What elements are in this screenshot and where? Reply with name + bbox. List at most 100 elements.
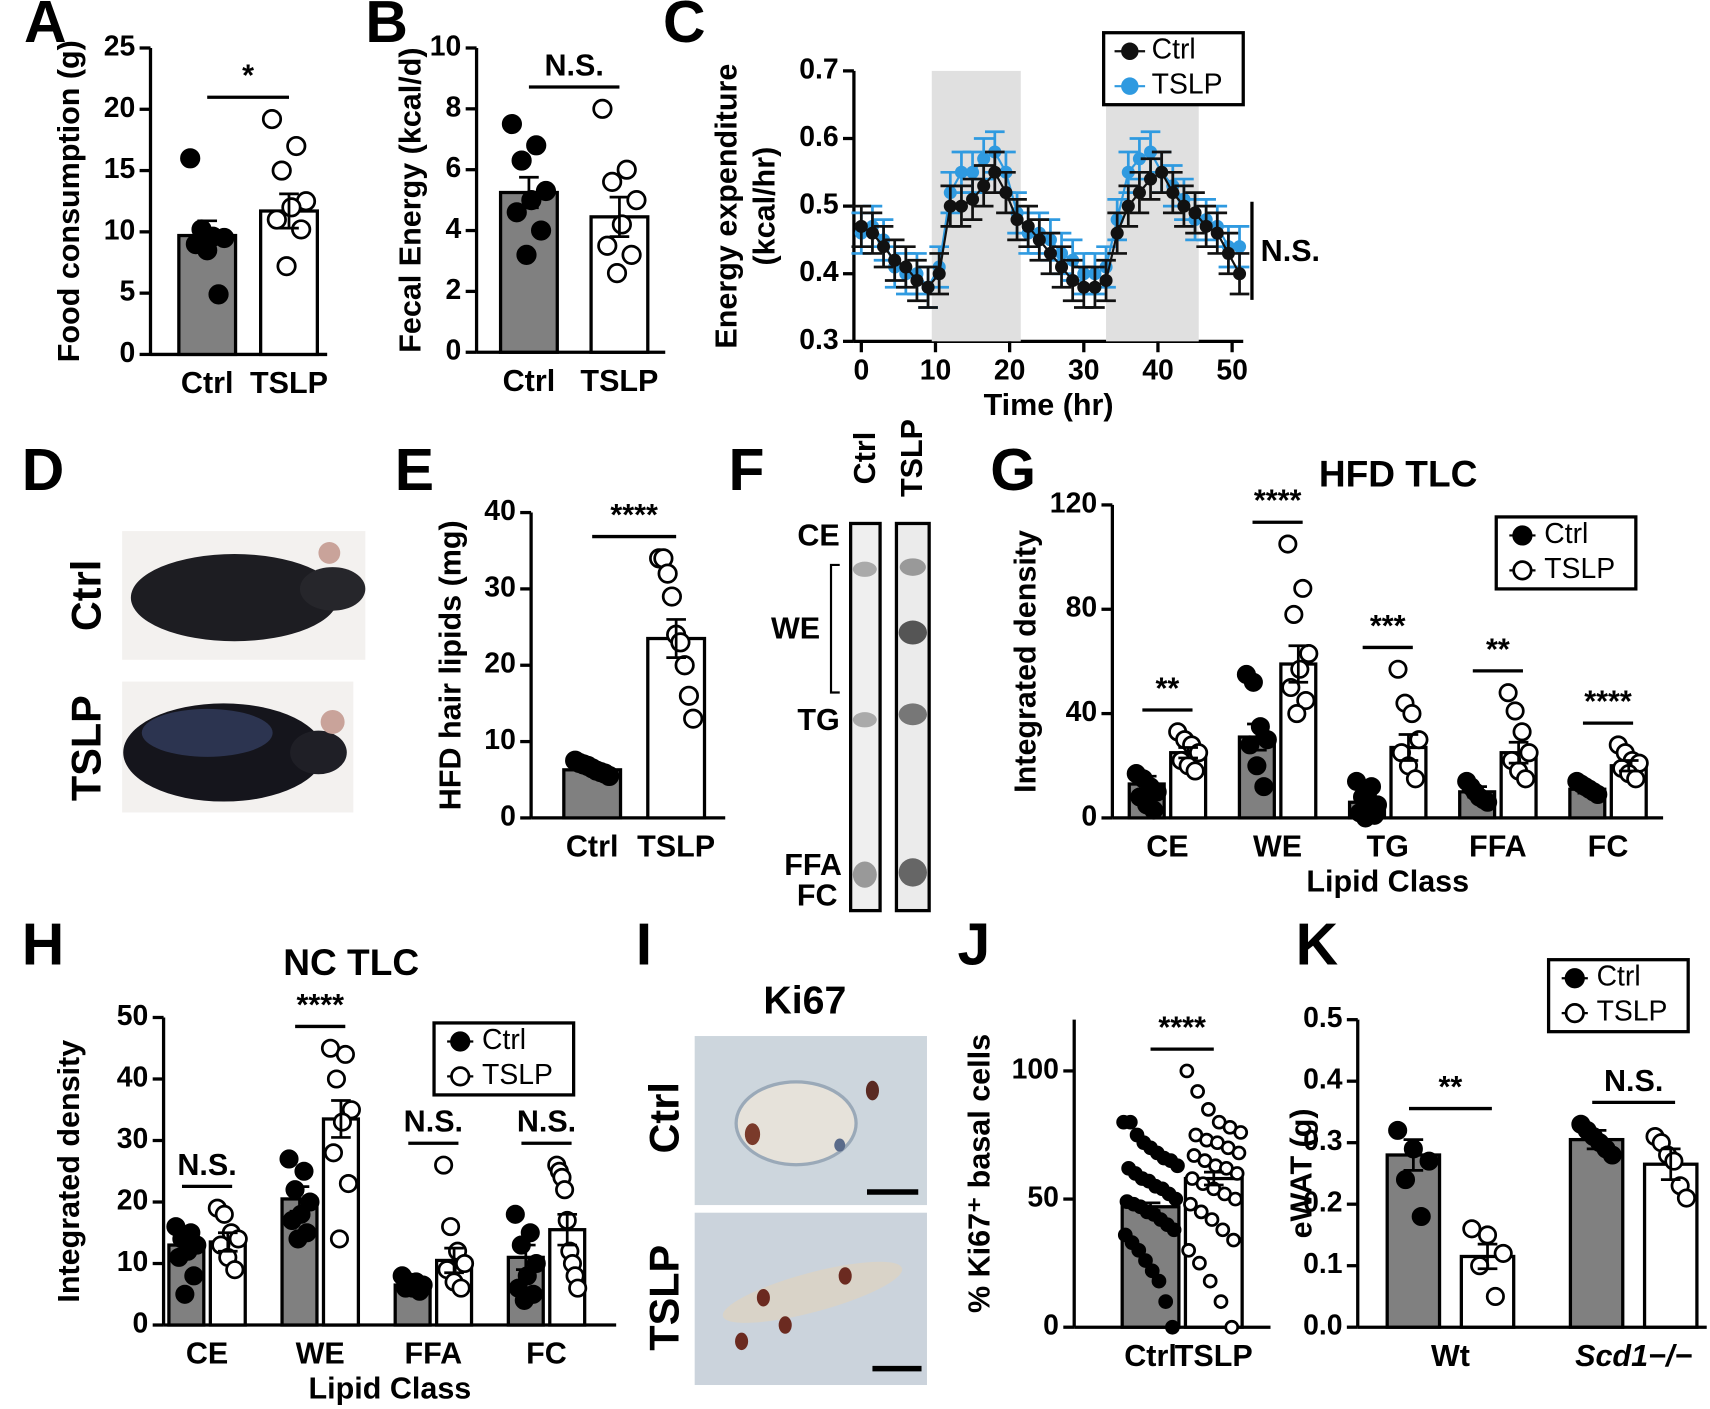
data-point (1231, 1145, 1247, 1161)
data-point (599, 765, 620, 787)
data-point (1179, 1063, 1195, 1079)
data-point (1168, 1191, 1184, 1207)
data-point (602, 171, 623, 192)
x-axis-label: Time (hr) (984, 388, 1114, 422)
data-point (261, 108, 283, 130)
data-point (225, 1260, 245, 1280)
data-point (214, 1204, 234, 1224)
error-bar (557, 1212, 578, 1247)
data-point (1355, 808, 1376, 828)
y-axis-label: Integrated density (1008, 530, 1042, 793)
panel-letter: E (395, 438, 434, 503)
y-tick-label: 0.5 (799, 189, 838, 221)
bar (1568, 1137, 1625, 1329)
data-point (276, 256, 297, 277)
lane-label: TSLP (895, 419, 929, 497)
data-point (1477, 1225, 1498, 1245)
data-point (530, 220, 552, 241)
data-point (1202, 1273, 1218, 1289)
y-tick-label: 10 (104, 214, 136, 246)
significance-label: ** (1439, 1070, 1463, 1104)
mouse-fur (141, 708, 273, 757)
mouse-photos: Ctrl TSLP (62, 531, 366, 813)
x-tick-label: TSLP (250, 366, 328, 400)
data-point (1132, 186, 1146, 200)
x-tick-label: TSLP (637, 830, 715, 864)
y-tick-label: 0 (1081, 800, 1097, 832)
tlc-band (852, 712, 877, 728)
significance-label: N.S. (517, 1105, 576, 1139)
data-point (169, 1247, 189, 1267)
data-point (1043, 246, 1057, 260)
data-point (1247, 756, 1267, 776)
data-point (1143, 145, 1158, 159)
data-point (1177, 199, 1191, 213)
data-point (1227, 1191, 1243, 1207)
data-point (910, 273, 924, 288)
legend-marker (450, 1031, 471, 1052)
data-point (1121, 165, 1135, 179)
data-point (1010, 213, 1024, 227)
data-point (1290, 659, 1310, 679)
image-label: Ctrl (640, 1082, 687, 1153)
y-tick-label: 10 (117, 1246, 149, 1278)
data-point (506, 202, 527, 223)
y-tick-label: 2 (446, 274, 462, 306)
data-point (1419, 1151, 1439, 1171)
panel-letter: J (958, 912, 991, 977)
stained-nucleus (838, 1267, 852, 1285)
data-point (338, 1174, 358, 1194)
data-point (514, 1290, 534, 1310)
data-point (1166, 1222, 1182, 1238)
photo-label: TSLP (62, 695, 109, 801)
y-tick-label: 80 (1066, 592, 1098, 624)
y-axis-label: Food consumption (g) (52, 40, 86, 362)
y-tick-label: 40 (1066, 696, 1098, 728)
significance-label: N.S. (545, 48, 604, 82)
data-point (606, 263, 628, 284)
data-point (1165, 1319, 1180, 1335)
y-tick-label: 0 (133, 1308, 149, 1340)
data-point (288, 1229, 308, 1249)
data-point (1254, 777, 1274, 797)
data-point (184, 1266, 204, 1286)
data-point (597, 235, 618, 256)
error-bar (217, 1231, 238, 1253)
error-bar (666, 618, 686, 659)
data-point (1498, 683, 1518, 703)
data-point (1138, 1253, 1153, 1268)
band-label: CE (797, 519, 839, 553)
data-point (434, 1155, 454, 1175)
data-point (326, 1069, 346, 1089)
data-point (954, 165, 968, 179)
data-point (1188, 206, 1202, 220)
y-tick-label: 50 (1027, 1182, 1059, 1214)
legend-marker (1512, 560, 1533, 581)
legend-label: TSLP (1152, 69, 1223, 101)
lane-label: Ctrl (848, 432, 882, 485)
x-tick-label: TSLP (580, 364, 658, 398)
data-point (214, 227, 235, 249)
data-point (616, 159, 637, 180)
error-bar (519, 175, 539, 210)
legend-label: Ctrl (482, 1024, 526, 1056)
error-bar (1140, 1201, 1161, 1212)
y-tick-label: 6 (446, 152, 462, 184)
data-point (899, 260, 913, 274)
y-axis-label: eWAT (g) (1284, 1108, 1318, 1238)
tlc-band (898, 703, 927, 726)
data-point (670, 632, 691, 653)
data-point (568, 1278, 588, 1298)
data-point (294, 1161, 314, 1181)
x-tick-label: 30 (1068, 354, 1100, 386)
y-tick-label: 8 (446, 91, 462, 123)
data-point (1232, 240, 1247, 254)
data-point (966, 165, 980, 179)
data-point (1229, 1166, 1245, 1181)
data-point (1405, 769, 1425, 789)
data-point (1193, 1204, 1209, 1220)
data-point (1151, 1273, 1167, 1289)
x-tick-label: FC (1588, 830, 1629, 864)
error-bar (1618, 759, 1639, 773)
